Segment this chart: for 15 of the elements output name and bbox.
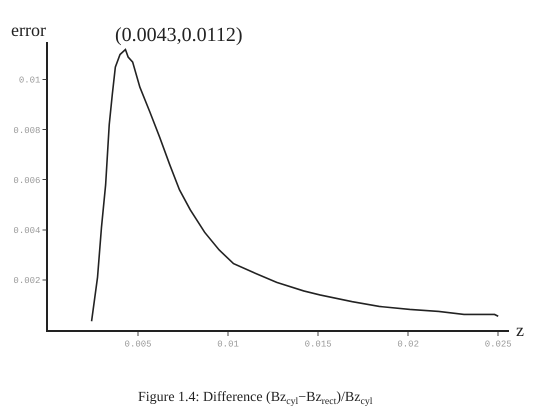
x-tick-label: 0.005 <box>124 340 152 350</box>
annotation: (0.0043,0.0112) <box>115 24 243 46</box>
y-tick-label: 0.006 <box>13 176 40 186</box>
line-series <box>90 48 499 322</box>
y-axis-title: error <box>11 20 46 40</box>
y-tick-label: 0.004 <box>13 226 40 236</box>
x-tick-label: 0.02 <box>397 340 419 350</box>
x-tick-label: 0.01 <box>217 340 239 350</box>
x-axis-title: z <box>516 320 524 340</box>
y-tick-label: 0.01 <box>18 76 40 86</box>
y-tick-label: 0.008 <box>13 126 40 136</box>
x-tick-label: 0.015 <box>304 340 332 350</box>
caption: Figure 1.4: Difference (Bz$_{cyl}$−Bz$_{rect}$)/Bz$_{cyl}$ <box>138 390 373 406</box>
x-tick-label: 0.025 <box>484 340 512 350</box>
y-tick-label: 0.002 <box>13 276 40 286</box>
